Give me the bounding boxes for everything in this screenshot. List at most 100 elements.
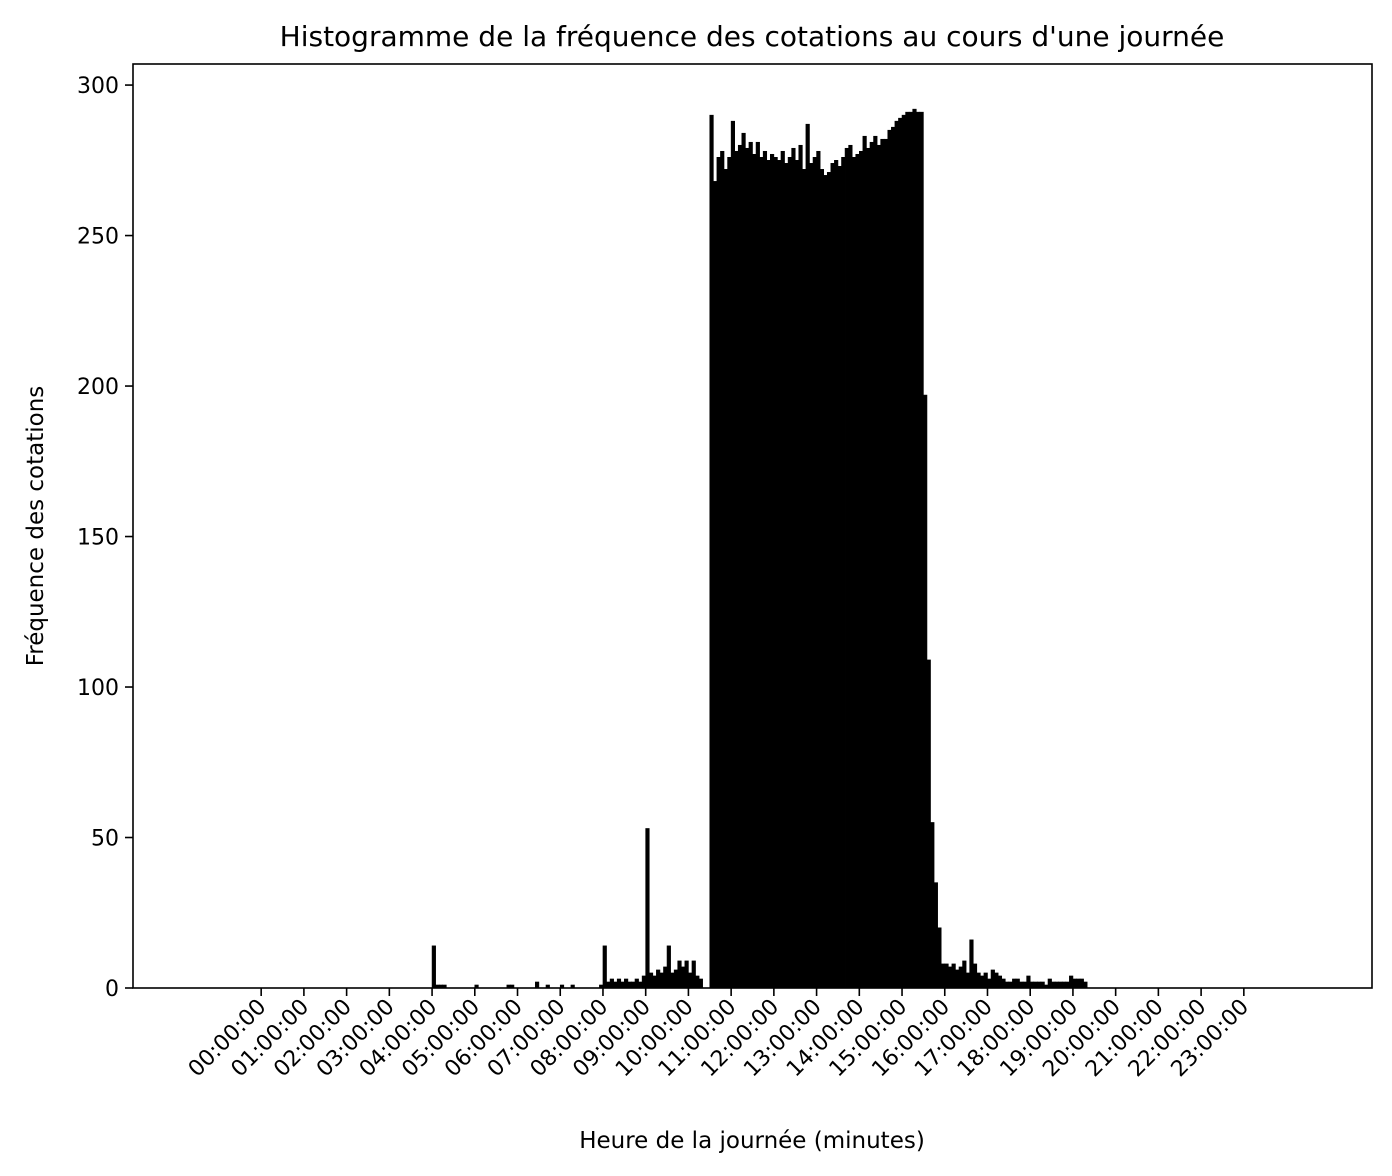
histogram-bar <box>851 157 857 989</box>
y-axis-title: Fréquence des cotations <box>23 386 49 667</box>
histogram-bar <box>723 169 728 989</box>
histogram-bar <box>641 975 646 989</box>
histogram-bar <box>713 181 718 989</box>
x-axis-title: Heure de la journée (minutes) <box>579 1128 925 1154</box>
y-tick-label: 50 <box>91 827 119 852</box>
histogram-bar <box>762 150 768 989</box>
histogram-bar <box>755 141 760 989</box>
histogram-bar <box>908 111 914 989</box>
histogram-bar <box>1001 978 1006 989</box>
histogram-bar <box>862 135 867 989</box>
plot-frame <box>132 63 1373 989</box>
histogram-bar <box>1015 978 1020 989</box>
histogram-bar <box>1022 981 1027 989</box>
histogram-bar <box>613 981 618 989</box>
histogram-bar <box>1079 978 1084 989</box>
histogram-bar <box>638 981 643 989</box>
histogram-bar <box>709 114 714 989</box>
histogram-bar <box>802 169 807 989</box>
histogram-bar <box>951 963 956 989</box>
histogram-bar <box>805 123 810 989</box>
histogram-bar <box>1029 981 1035 989</box>
histogram-bar <box>1072 978 1077 989</box>
histogram-bar <box>887 129 892 989</box>
histogram-bar <box>1033 981 1038 989</box>
histogram-bar <box>866 147 871 989</box>
histogram-bar <box>798 144 803 989</box>
histogram-bar <box>759 157 764 989</box>
histogram-bar <box>627 981 632 989</box>
histogram-bar <box>869 141 874 989</box>
histogram-bar <box>656 969 661 989</box>
histogram-bar <box>727 157 732 989</box>
histogram-bar <box>698 978 703 989</box>
histogram-bar <box>905 111 910 989</box>
histogram-bar <box>1051 981 1056 989</box>
histogram-bar <box>716 157 721 989</box>
histogram-bar <box>997 975 1003 989</box>
histogram-bar <box>620 981 625 989</box>
y-tick-label: 250 <box>77 225 119 250</box>
histogram-bar <box>752 153 757 989</box>
histogram-bar <box>990 969 995 989</box>
histogram-bar <box>823 175 828 989</box>
chart-title: Histogramme de la fréquence des cotation… <box>280 20 1225 53</box>
histogram-bar <box>684 960 689 989</box>
histogram-bar <box>748 141 753 989</box>
histogram-bar <box>773 157 778 989</box>
y-tick-label: 300 <box>77 74 119 99</box>
histogram-bar <box>837 166 842 989</box>
histogram-bar <box>930 822 935 989</box>
y-tick-label: 0 <box>105 977 119 1002</box>
histogram-bar <box>666 945 671 989</box>
histogram-bar <box>673 969 679 989</box>
histogram-bar <box>933 882 938 989</box>
histogram-bar <box>826 172 832 989</box>
histogram-bar <box>1065 981 1070 989</box>
histogram-bar <box>780 150 785 989</box>
histogram-bar <box>535 981 540 989</box>
histogram-bar <box>645 828 650 989</box>
histogram-bar <box>1040 981 1045 989</box>
histogram-bar <box>972 963 978 989</box>
histogram-bar <box>794 160 800 989</box>
histogram-bar <box>1054 981 1059 989</box>
histogram-bar <box>670 972 675 989</box>
histogram-bar <box>819 169 825 989</box>
histogram-bar <box>745 147 750 989</box>
histogram-bar <box>915 111 921 989</box>
histogram-bar <box>1019 981 1024 989</box>
histogram-bar <box>616 978 622 989</box>
histogram-bar <box>1037 981 1042 989</box>
histogram-bar <box>919 111 924 989</box>
histogram-bar <box>777 160 782 989</box>
histogram-bar <box>830 163 835 989</box>
histogram-bar <box>969 939 974 989</box>
histogram-bar <box>937 927 942 989</box>
histogram-bar <box>901 114 906 989</box>
y-tick-label: 100 <box>77 676 119 701</box>
histogram-bar <box>898 117 903 989</box>
histogram-bar <box>431 945 436 989</box>
histogram-bar <box>1061 981 1067 989</box>
histogram-bar <box>855 153 860 989</box>
histogram-bar <box>1047 978 1052 989</box>
histogram-bar <box>734 150 739 989</box>
histogram-bar <box>766 160 771 989</box>
histogram-bar <box>926 659 931 989</box>
histogram-bar <box>1012 978 1017 989</box>
histogram-bar <box>948 966 953 989</box>
histogram-bar <box>958 966 963 989</box>
histogram-bar <box>944 963 949 989</box>
histogram-bar <box>1069 975 1074 989</box>
histogram-bar <box>883 138 889 989</box>
histogram-bar <box>841 157 846 989</box>
histogram-bar <box>940 963 946 989</box>
histogram-bar <box>720 150 725 989</box>
histogram-bar <box>769 153 775 989</box>
histogram-bar <box>987 978 992 989</box>
histogram-bar <box>1008 981 1013 989</box>
histogram-bar <box>602 945 607 989</box>
